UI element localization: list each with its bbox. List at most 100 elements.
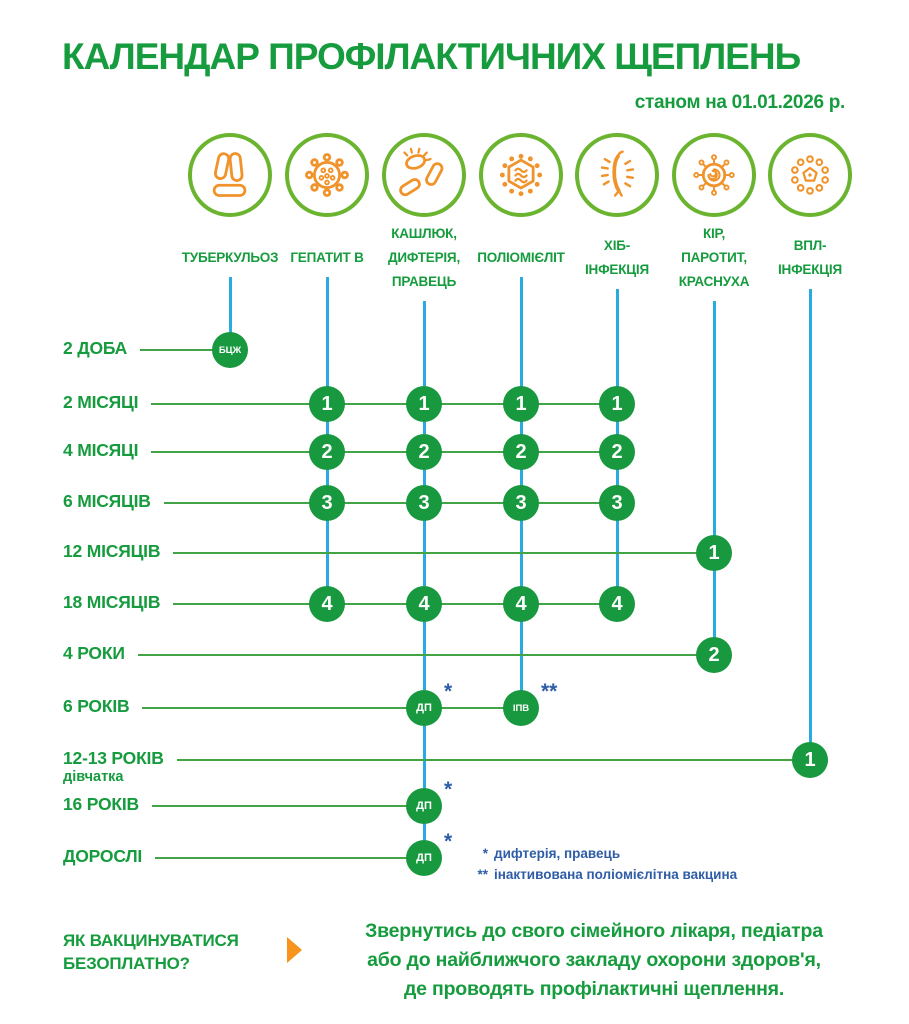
row-connector-line <box>138 654 714 656</box>
row-connector-line <box>151 403 617 405</box>
row-label: 6 МІСЯЦІВ <box>63 491 151 511</box>
cta-question-line: ЯК ВАКЦИНУВАТИСЯ <box>63 931 239 950</box>
hepatitis-b-icon <box>299 147 355 203</box>
dose-circle: 3 <box>406 485 442 521</box>
column-label-line: ПОЛІОМІЄЛІТ <box>477 250 565 265</box>
footnote-item-text: інактивована поліомієлітна вакцина <box>494 867 738 882</box>
hpv-icon-ring <box>768 133 852 217</box>
footnote-item-marker: ** <box>477 867 488 882</box>
row-sublabel: дівчатка <box>63 769 124 785</box>
polio-icon-ring <box>479 133 563 217</box>
row-label: 2 ДОБА <box>63 338 128 358</box>
row-label: 4 РОКИ <box>63 643 125 663</box>
hib-icon-ring <box>575 133 659 217</box>
tuberculosis-icon <box>202 147 258 203</box>
row-label: 18 МІСЯЦІВ <box>63 592 161 612</box>
column-label: ПОЛІОМІЄЛІТ <box>459 246 583 270</box>
column-connector-line <box>712 301 716 655</box>
dose-circle: ДП <box>406 788 442 824</box>
row-connector-line <box>152 805 424 807</box>
dose-circle: 4 <box>599 586 635 622</box>
footnote-marker: ** <box>541 680 558 703</box>
dose-circle: 3 <box>503 485 539 521</box>
row-label: 16 РОКІВ <box>63 794 139 814</box>
row-connector-line <box>142 707 521 709</box>
column-label-line: ДИФТЕРІЯ, <box>388 250 460 265</box>
cta-text-line: Звернутись до свого сімейного лікаря, пе… <box>365 920 823 942</box>
column-label: ТУБЕРКУЛЬОЗ <box>168 246 292 270</box>
column-label: КАШЛЮК, ДИФТЕРІЯ, ПРАВЕЦЬ <box>362 222 486 294</box>
footnote-marker: * <box>444 830 453 853</box>
dose-circle: 1 <box>792 742 828 778</box>
row-connector-line <box>164 502 617 504</box>
dose-circle: 2 <box>696 637 732 673</box>
hepatitis-b-icon-ring <box>285 133 369 217</box>
row-label: ДОРОСЛІ <box>63 846 143 866</box>
cta-text-line: або до найближчого закладу охорони здоро… <box>367 949 821 971</box>
dose-circle: 1 <box>599 386 635 422</box>
dose-circle: ДП <box>406 840 442 876</box>
column-connector-line <box>228 277 232 350</box>
dose-circle: 2 <box>599 434 635 470</box>
dose-circle: 3 <box>599 485 635 521</box>
column-connector-line <box>422 301 426 858</box>
page-title: КАЛЕНДАР ПРОФІЛАКТИЧНИХ ЩЕПЛЕНЬ <box>62 36 801 77</box>
row-label: 12-13 РОКІВ <box>63 748 164 768</box>
dose-circle: 1 <box>503 386 539 422</box>
column-label: ХІБ- ІНФЕКЦІЯ <box>555 234 679 282</box>
column-label-line: КРАСНУХА <box>678 274 750 289</box>
tuberculosis-icon-ring <box>188 133 272 217</box>
row-label: 12 МІСЯЦІВ <box>63 541 161 561</box>
dose-circle: ІПВ <box>503 690 539 726</box>
footnote-item-marker: * <box>482 846 488 861</box>
footnote-marker: * <box>444 778 453 801</box>
dose-circle: 1 <box>406 386 442 422</box>
row-connector-line <box>173 603 617 605</box>
cta-question: ЯК ВАКЦИНУВАТИСЯ БЕЗОПЛАТНО? <box>63 929 239 975</box>
measles-mumps-rubella-icon <box>686 147 742 203</box>
footnote-item-text: дифтерія, правець <box>494 846 621 861</box>
column-connector-line <box>808 289 812 760</box>
column-label-line: ПАРОТИТ, <box>681 250 747 265</box>
dose-circle: 3 <box>309 485 345 521</box>
footnotes: * дифтерія, правець ** інактивована поліомі… <box>452 843 737 885</box>
dose-circle: 1 <box>696 535 732 571</box>
column-label: КІР, ПАРОТИТ, КРАСНУХА <box>652 222 776 294</box>
dose-circle: ДП <box>406 690 442 726</box>
column-label-line: КІР, <box>702 226 726 241</box>
dose-circle: 2 <box>309 434 345 470</box>
row-connector-line <box>155 857 424 859</box>
row-label: 2 МІСЯЦІ <box>63 392 139 412</box>
dose-circle: БЦЖ <box>212 332 248 368</box>
hpv-icon <box>782 147 838 203</box>
column-label-line: КАШЛЮК, <box>391 226 457 241</box>
measles-mumps-rubella-icon-ring <box>672 133 756 217</box>
dose-circle: 2 <box>406 434 442 470</box>
dose-circle: 4 <box>503 586 539 622</box>
column-label-line: ХІБ- <box>603 238 631 253</box>
column-label: ВПЛ- ІНФЕКЦІЯ <box>748 234 872 282</box>
column-label-line: ПРАВЕЦЬ <box>391 274 457 289</box>
footnote-marker: * <box>444 680 453 703</box>
footnote-item: * дифтерія, правець <box>452 843 737 864</box>
column-label-line: ГЕПАТИТ В <box>290 250 364 265</box>
row-label: 6 РОКІВ <box>63 696 130 716</box>
column-label-line: ВПЛ- <box>793 238 827 253</box>
dose-circle: 4 <box>309 586 345 622</box>
footnote-item: ** інактивована поліомієлітна вакцина <box>452 864 737 885</box>
row-connector-line <box>151 451 617 453</box>
arrow-right-icon <box>287 937 302 963</box>
cta-question-line: БЕЗОПЛАТНО? <box>63 954 190 973</box>
column-label-line: ІНФЕКЦІЯ <box>585 262 649 277</box>
row-label: 4 МІСЯЦІ <box>63 440 139 460</box>
pertussis-diphtheria-tetanus-icon <box>396 147 452 203</box>
hib-icon <box>589 147 645 203</box>
date-note: станом на 01.01.2026 р. <box>634 92 846 113</box>
row-connector-line <box>177 759 810 761</box>
cta-answer-text: Звернутись до свого сімейного лікаря, пе… <box>318 917 870 1004</box>
row-connector-line <box>173 552 714 554</box>
column-label-line: ТУБЕРКУЛЬОЗ <box>181 250 279 265</box>
row-connector-line <box>140 349 230 351</box>
